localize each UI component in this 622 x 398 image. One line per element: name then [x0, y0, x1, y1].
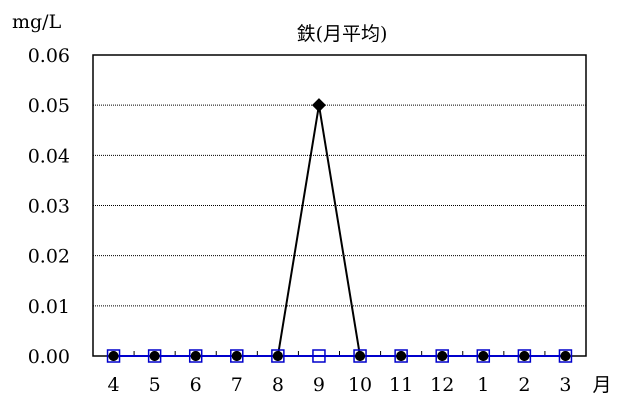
y-tick-label: 0.05: [28, 95, 70, 117]
data-point: [355, 351, 366, 361]
x-tick-label: 7: [231, 374, 243, 396]
y-tick-label: 0.06: [28, 45, 70, 67]
x-tick-label: 2: [518, 374, 530, 396]
data-point: [396, 351, 407, 361]
data-point: [476, 349, 491, 363]
x-tick-label: 6: [190, 374, 202, 396]
x-tick-label: 5: [149, 374, 161, 396]
gridlines: [93, 104, 586, 307]
x-tick-label: 1: [477, 374, 489, 396]
x-tick-label: 8: [272, 374, 284, 396]
data-point: [478, 351, 489, 361]
data-point: [519, 351, 530, 361]
data-point: [231, 351, 242, 361]
data-point: [272, 351, 283, 361]
data-point: [560, 351, 571, 361]
x-tick-label: 3: [559, 374, 571, 396]
x-tick-label: 12: [430, 374, 454, 396]
data-point: [394, 349, 408, 363]
data-point: [108, 351, 119, 361]
x-tick-label: 10: [348, 374, 372, 396]
data-point: [230, 349, 244, 363]
data-point: [558, 349, 573, 363]
x-tick-label: 4: [107, 374, 119, 396]
data-point: [190, 351, 201, 361]
y-tick-label: 0.03: [28, 196, 70, 218]
series-1: [108, 98, 571, 361]
data-point: [271, 349, 285, 363]
chart-title: 鉄(月平均): [297, 23, 388, 45]
y-axis-unit-label: mg/L: [12, 11, 62, 33]
data-point: [311, 98, 326, 113]
x-axis-ticks: 4 5 6 7 8 9 10 11 12 1 2 3: [107, 351, 572, 396]
x-axis-unit-label: 月: [592, 374, 611, 396]
series-2: [106, 349, 573, 363]
data-point: [106, 349, 121, 363]
data-point: [312, 349, 326, 363]
data-point: [188, 349, 203, 363]
data-point: [517, 349, 532, 363]
data-point: [149, 351, 160, 361]
y-axis-ticks: 0.00 0.01 0.02 0.03 0.04 0.05 0.06: [28, 45, 70, 368]
y-tick-label: 0.02: [28, 246, 70, 268]
y-tick-label: 0.00: [28, 346, 70, 368]
data-point: [147, 349, 162, 363]
data-point: [353, 349, 367, 363]
x-tick-label: 9: [313, 374, 325, 396]
x-tick-label: 11: [389, 374, 413, 396]
y-tick-label: 0.04: [28, 145, 70, 167]
y-tick-label: 0.01: [28, 296, 70, 318]
data-point: [437, 351, 448, 361]
series-line: [113, 105, 566, 357]
series-layer: [106, 98, 573, 363]
data-point: [435, 349, 449, 363]
